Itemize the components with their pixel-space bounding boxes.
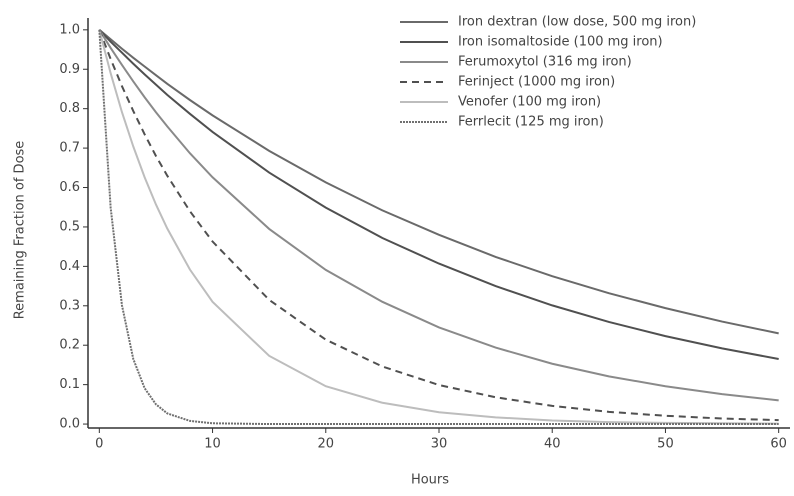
- x-axis-label: Hours: [411, 473, 449, 488]
- y-tick-label: 0.2: [59, 338, 80, 353]
- y-tick-label: 1.0: [59, 22, 80, 37]
- y-tick-label: 0.7: [59, 141, 80, 156]
- line-series: [98, 29, 779, 422]
- line-series: [98, 29, 779, 426]
- x-tick-label: 50: [657, 437, 674, 452]
- x-tick-label: 0: [95, 437, 103, 452]
- legend-label: Ferrlecit (125 mg iron): [458, 115, 604, 130]
- x-tick-label: 10: [204, 437, 221, 452]
- y-tick-label: 0.5: [59, 219, 80, 234]
- line-series: [98, 29, 779, 425]
- y-tick-label: 0.0: [59, 417, 80, 432]
- legend-label: Iron dextran (low dose, 500 mg iron): [458, 15, 696, 30]
- y-tick-label: 0.9: [59, 62, 80, 77]
- y-tick-label: 0.1: [59, 377, 80, 392]
- y-tick-label: 0.4: [59, 259, 80, 274]
- legend-label: Ferinject (1000 mg iron): [458, 75, 615, 90]
- x-tick-label: 30: [431, 437, 448, 452]
- line-series: [98, 29, 779, 360]
- line-series: [98, 29, 779, 402]
- x-tick-label: 40: [544, 437, 561, 452]
- y-tick-label: 0.6: [59, 180, 80, 195]
- line-series: [98, 29, 779, 335]
- legend-label: Iron isomaltoside (100 mg iron): [458, 35, 663, 50]
- x-tick-label: 20: [318, 437, 335, 452]
- y-axis-label: Remaining Fraction of Dose: [13, 141, 28, 320]
- y-tick-label: 0.8: [59, 101, 80, 116]
- legend-label: Venofer (100 mg iron): [458, 95, 601, 110]
- x-tick-label: 60: [770, 437, 787, 452]
- legend-label: Ferumoxytol (316 mg iron): [458, 55, 632, 70]
- y-tick-label: 0.3: [59, 298, 80, 313]
